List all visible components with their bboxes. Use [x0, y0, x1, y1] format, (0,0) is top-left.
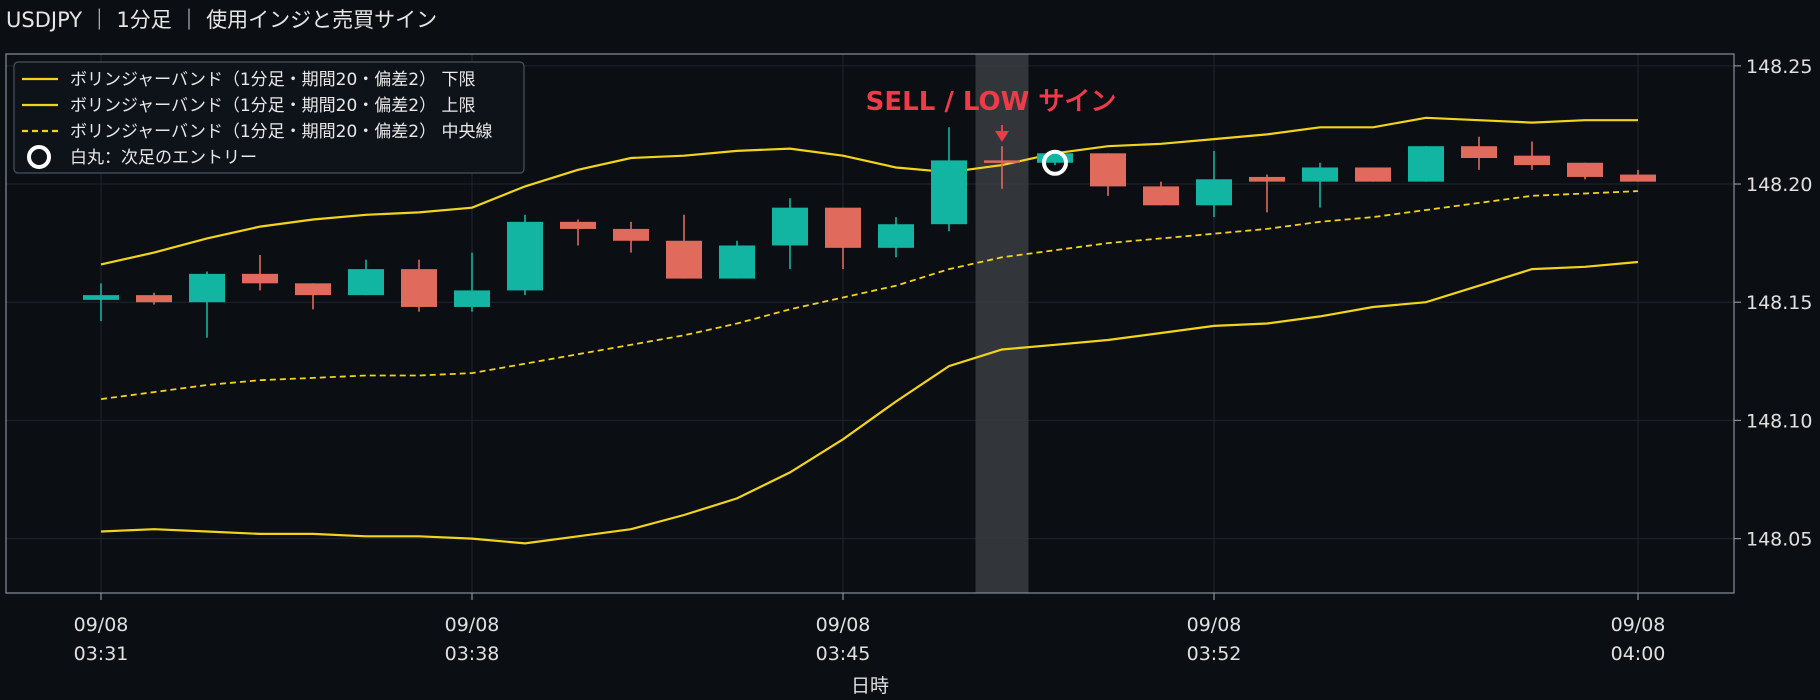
- candle-body: [1090, 153, 1126, 187]
- candle: [1143, 181, 1179, 206]
- signal-label: SELL / LOW サイン: [866, 87, 1117, 117]
- candle-body: [560, 221, 596, 229]
- candle: [1620, 169, 1656, 182]
- candle: [1249, 174, 1285, 213]
- x-axis-label: 日時: [851, 675, 889, 697]
- x-tick-label-time: 04:00: [1611, 643, 1666, 665]
- candle: [348, 259, 384, 296]
- x-tick-label-time: 03:31: [74, 643, 129, 665]
- candle: [454, 252, 490, 312]
- legend-marker-circle: [27, 145, 51, 169]
- legend-label: ボリンジャーバンド（1分足・期間20・偏差2） 上限: [70, 96, 476, 116]
- x-tick-label-date: 09/08: [816, 614, 871, 636]
- candle: [878, 217, 914, 258]
- candle-body: [83, 295, 119, 300]
- candle: [931, 127, 967, 232]
- chart-title: USDJPY ｜ 1分足 ｜ 使用インジと売買サイン: [6, 8, 438, 32]
- plot-border: [5, 53, 1735, 594]
- candle-body: [1461, 146, 1497, 159]
- candle-body: [984, 160, 1020, 163]
- bollinger-bands: [100, 116, 1639, 545]
- candle-body: [1355, 167, 1391, 182]
- candle-body: [507, 221, 543, 291]
- band-line-upper: [100, 116, 1638, 266]
- y-tick-label: 148.15: [1746, 292, 1812, 314]
- candle: [1514, 141, 1550, 170]
- candle-body: [1514, 155, 1550, 166]
- x-tick-label-time: 03:45: [816, 643, 871, 665]
- x-tick-label-date: 09/08: [1187, 614, 1242, 636]
- band-line-middle: [100, 190, 1639, 400]
- candle: [83, 283, 119, 322]
- x-axis: 09/08 03:31 09/08 03:38 09/08 03:45 09/08 03:52…: [74, 593, 1666, 665]
- legend-box: [13, 61, 525, 174]
- legend-label: ボリンジャーバンド（1分足・期間20・偏差2） 下限: [70, 70, 476, 90]
- x-tick-label-time: 03:52: [1187, 643, 1242, 665]
- x-tick-label-date: 09/08: [1611, 614, 1666, 636]
- candle: [560, 219, 596, 246]
- candle: [772, 198, 808, 270]
- x-tick-label-time: 03:38: [445, 643, 500, 665]
- signal-highlight: [975, 54, 1029, 593]
- candle-body: [1249, 176, 1285, 182]
- candle-body: [772, 207, 808, 246]
- x-tick-label-date: 09/08: [74, 614, 129, 636]
- candle: [189, 271, 225, 338]
- candle: [1408, 146, 1444, 182]
- candle-body: [242, 273, 278, 284]
- y-tick-label: 148.10: [1746, 410, 1812, 432]
- candle: [1196, 150, 1232, 218]
- candle-body: [613, 228, 649, 241]
- candle: [1355, 167, 1391, 182]
- candle-body: [719, 245, 755, 279]
- candle: [507, 214, 543, 296]
- legend-label: 白丸：次足のエントリー: [70, 148, 257, 168]
- y-axis: 148.05 148.10 148.15 148.20 148.25: [1734, 56, 1812, 551]
- candle-body: [666, 240, 702, 279]
- candle: [1090, 153, 1126, 196]
- candle-body: [1302, 167, 1338, 182]
- legend: ボリンジャーバンド（1分足・期間20・偏差2） 下限ボリンジャーバンド（1分足・…: [13, 61, 525, 174]
- candle-body: [295, 283, 331, 296]
- candle: [719, 240, 755, 279]
- candle-body: [1567, 162, 1603, 177]
- y-tick-label: 148.25: [1746, 56, 1812, 78]
- candle-body: [454, 290, 490, 307]
- candle-body: [1196, 179, 1232, 206]
- legend-label: ボリンジャーバンド（1分足・期間20・偏差2） 中央線: [70, 122, 493, 142]
- x-tick-label-date: 09/08: [445, 614, 500, 636]
- candle: [984, 146, 1020, 189]
- candle-body: [1143, 186, 1179, 206]
- candle-body: [825, 207, 861, 248]
- candle: [1302, 162, 1338, 208]
- candle-body: [401, 269, 437, 307]
- y-tick-label: 148.20: [1746, 174, 1812, 196]
- candle-body: [348, 269, 384, 296]
- candle: [401, 259, 437, 312]
- candle: [1567, 162, 1603, 180]
- candle: [295, 283, 331, 310]
- candle: [1461, 136, 1497, 170]
- candle: [1037, 153, 1073, 166]
- band-line-lower: [100, 260, 1639, 545]
- candle-body: [878, 224, 914, 248]
- y-tick-label: 148.05: [1746, 529, 1812, 551]
- candle: [825, 207, 861, 270]
- candle: [136, 292, 172, 305]
- candle-body: [931, 160, 967, 225]
- signal-arrow-head: [995, 131, 1009, 142]
- candle: [666, 214, 702, 279]
- candle-body: [136, 295, 172, 303]
- candles: [83, 127, 1656, 338]
- candle-body: [1408, 146, 1444, 182]
- candle-body: [1037, 153, 1073, 163]
- candle: [242, 254, 278, 291]
- entry-marker: [1042, 149, 1068, 176]
- candle: [613, 221, 649, 253]
- candle-body: [189, 273, 225, 303]
- candle-body: [1620, 174, 1656, 182]
